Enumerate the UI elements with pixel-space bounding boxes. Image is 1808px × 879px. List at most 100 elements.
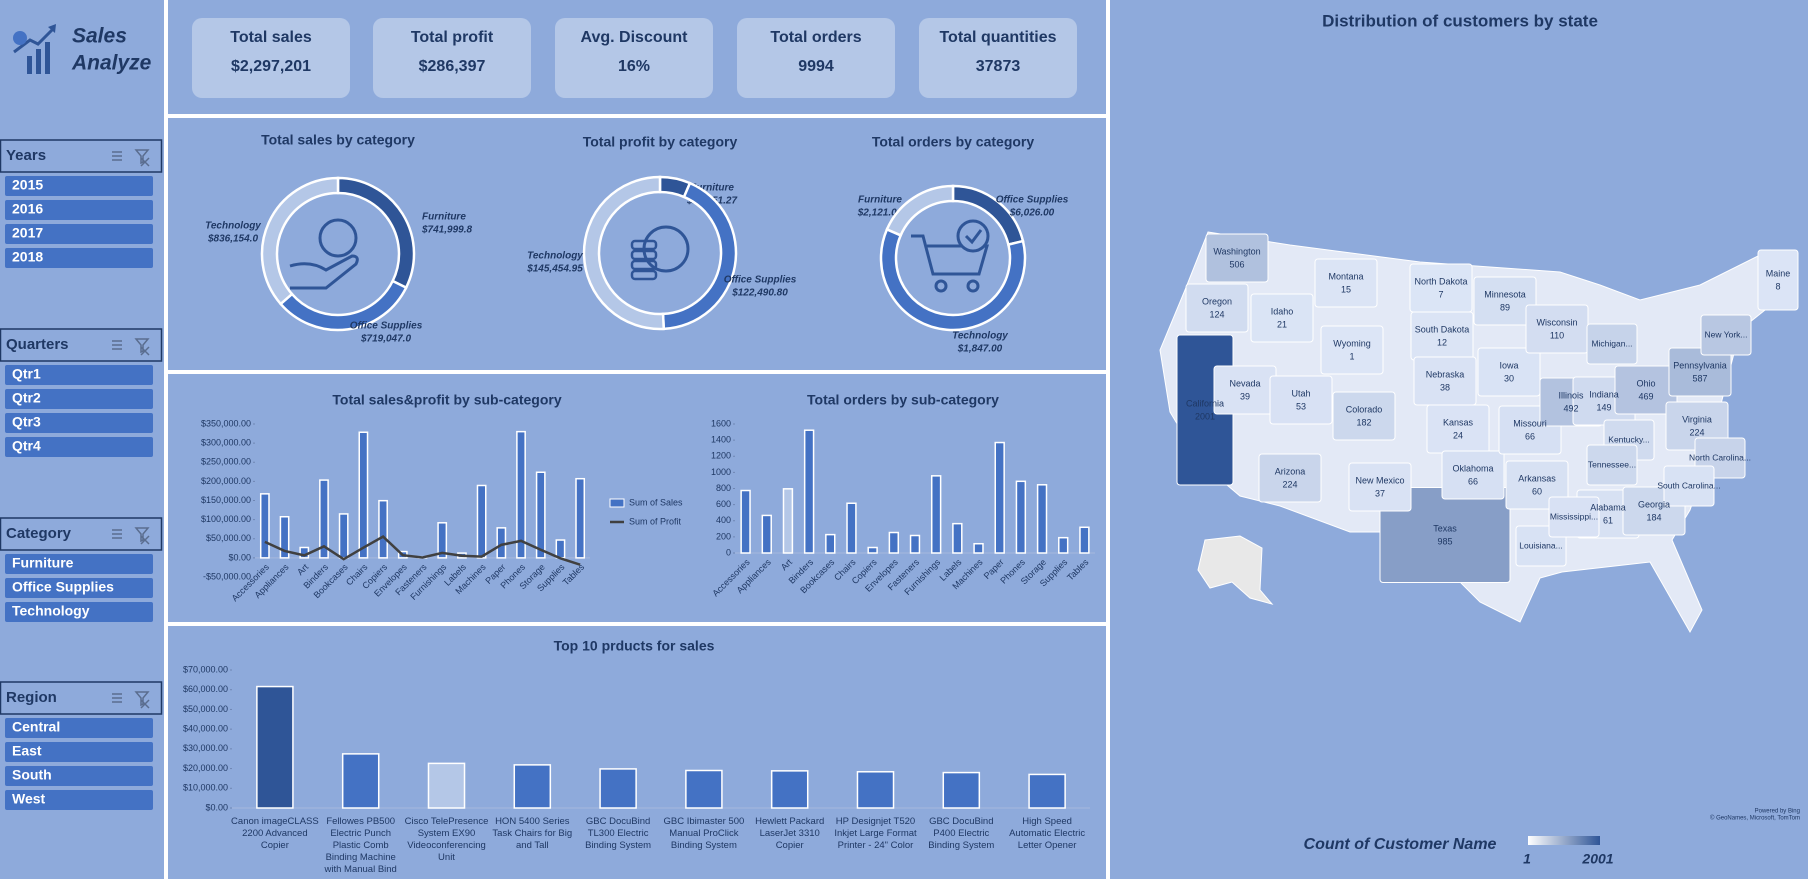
x-tick-label-box: Fellowes PB500 Electric Punch Plastic Co… <box>325 816 397 875</box>
slicer-item[interactable] <box>5 200 153 220</box>
kpi-label: Avg. Discount <box>581 29 689 46</box>
bar <box>427 762 466 809</box>
state-name: Kentucky... <box>1608 434 1649 444</box>
state-name: Ohio <box>1636 378 1655 388</box>
slicer-item[interactable] <box>5 742 153 762</box>
state-value: 149 <box>1596 402 1611 412</box>
state-name: Michigan... <box>1591 338 1632 348</box>
bar <box>994 441 1005 554</box>
slicer-item[interactable] <box>5 718 153 738</box>
slicer-item-label: 2018 <box>12 249 43 265</box>
bar <box>867 546 878 554</box>
y-tick-label: $350,000.00 <box>201 418 251 428</box>
x-tick-label: Cisco TelePresence System EX90 Videoconf… <box>404 816 489 863</box>
state-name: Minnesota <box>1484 289 1526 299</box>
slicer-item[interactable] <box>5 578 153 598</box>
state-value: 24 <box>1453 430 1463 440</box>
slicer-item[interactable] <box>5 248 153 268</box>
state-area <box>1250 293 1314 343</box>
kpi-value: 9994 <box>798 58 834 75</box>
legend-swatch <box>609 498 625 508</box>
state-name: North Dakota <box>1414 276 1467 286</box>
separator <box>1106 0 1110 879</box>
chart-title: Total orders by category <box>872 134 1035 150</box>
logo-title: Analyze <box>71 52 152 75</box>
slicer-item[interactable] <box>5 437 153 457</box>
slicer-item[interactable] <box>5 389 153 409</box>
y-tick-label: $50,000.00 <box>183 704 228 714</box>
y-tick-label: $70,000.00 <box>183 664 228 674</box>
x-tick-label-box: GBC DocuBind TL300 Electric Binding Syst… <box>585 816 651 851</box>
slicer-item[interactable] <box>5 766 153 786</box>
slicer-item[interactable] <box>5 790 153 810</box>
x-tick-label: GBC Ibimaster 500 Manual ProClick Bindin… <box>663 816 745 851</box>
state-name: Oklahoma <box>1452 463 1493 473</box>
slicer-item[interactable] <box>5 602 153 622</box>
state-area <box>1314 258 1378 308</box>
donut-segment <box>582 175 666 331</box>
bar <box>599 768 637 809</box>
state-area <box>1548 496 1600 538</box>
clear-filter-icon <box>134 691 150 709</box>
slicer-item[interactable] <box>5 413 153 433</box>
segment-value-label: $741,999.8 <box>421 225 472 236</box>
state-area <box>1185 283 1249 333</box>
legend-label: Sum of Profit <box>629 516 682 526</box>
slicer-item-label: West <box>12 791 46 807</box>
y-tick-label: 400 <box>716 515 731 525</box>
state-name: Arkansas <box>1518 473 1556 483</box>
x-tick-label-box: High Speed Automatic Electric Letter Ope… <box>1009 816 1085 851</box>
state-value: 39 <box>1240 391 1250 401</box>
state-name: Illinois <box>1558 390 1584 400</box>
state-value: 492 <box>1563 403 1578 413</box>
center-icon <box>630 225 690 281</box>
bar <box>259 493 270 559</box>
slicer-item[interactable] <box>5 365 153 385</box>
state-area <box>1668 347 1732 397</box>
kpi-label: Total quantities <box>939 29 1056 46</box>
state-name: Wyoming <box>1333 338 1370 348</box>
state-name: New York... <box>1705 329 1748 339</box>
slicer-item[interactable] <box>5 554 153 574</box>
slicer-icons <box>112 340 122 350</box>
kpi-card <box>373 18 531 98</box>
bar <box>761 514 772 554</box>
state-area <box>1757 249 1799 311</box>
state-name: North Carolina... <box>1689 452 1751 462</box>
state-area <box>1348 462 1412 512</box>
state-value: 506 <box>1229 259 1244 269</box>
bar <box>1058 536 1069 554</box>
state-name: South Dakota <box>1415 324 1470 334</box>
bar <box>516 430 526 559</box>
logo-icon <box>13 24 56 74</box>
state-name: Missouri <box>1513 418 1547 428</box>
state-value: 38 <box>1440 382 1450 392</box>
kpi-value: 16% <box>618 58 650 75</box>
state-name: Nevada <box>1229 378 1260 388</box>
slicer-item[interactable] <box>5 224 153 244</box>
y-tick-label: $50,000.00 <box>206 533 251 543</box>
legend-max: 2001 <box>1581 851 1613 867</box>
slicer-item-label: Office Supplies <box>12 579 114 595</box>
state-area <box>1320 325 1384 375</box>
state-value: 66 <box>1525 431 1535 441</box>
segment-category: Office Supplies <box>724 275 797 286</box>
segment-category: Technology <box>205 221 261 232</box>
slicer-item[interactable] <box>5 176 153 196</box>
state-value: 89 <box>1500 302 1510 312</box>
bar <box>476 484 487 559</box>
center-icon <box>911 219 990 293</box>
bar <box>1036 484 1048 554</box>
icon <box>318 218 358 258</box>
line <box>264 535 581 566</box>
state-name: Kansas <box>1443 417 1474 427</box>
center-icon <box>289 218 359 290</box>
bar <box>888 531 900 554</box>
state-value: 182 <box>1356 417 1371 427</box>
state-value: 184 <box>1646 512 1661 522</box>
state-area <box>1441 450 1505 500</box>
slicer-item-label: Qtr3 <box>12 414 41 430</box>
state-name: Louisiana... <box>1519 540 1562 550</box>
state-area <box>1409 263 1473 313</box>
slicer-title: Region <box>6 689 57 706</box>
